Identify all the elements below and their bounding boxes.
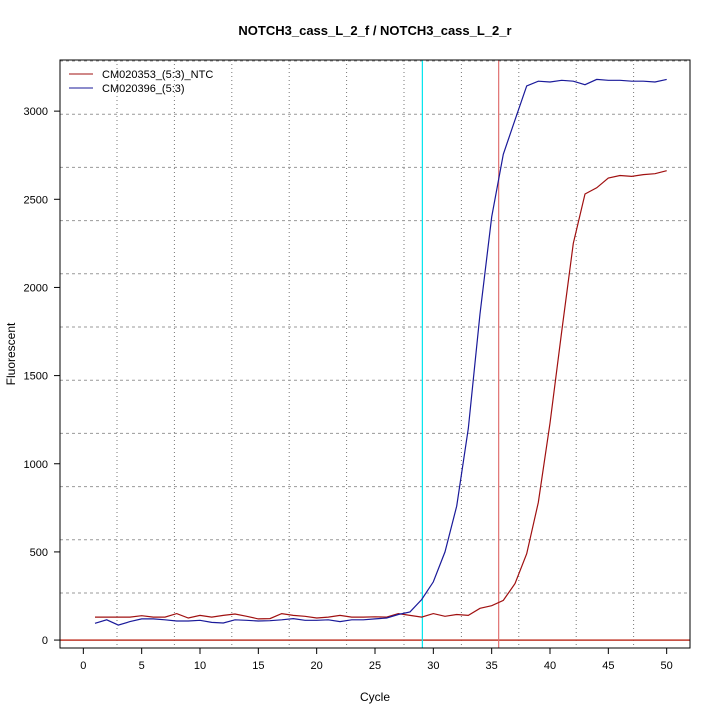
plot-frame	[59, 59, 691, 649]
legend: CM020353_(5:3)_NTC CM020396_(5:3)	[69, 69, 213, 95]
x-tick-label: 20	[311, 660, 323, 672]
y-tick-label: 3000	[24, 106, 48, 118]
series-line-0	[95, 170, 667, 620]
x-tick-label: 50	[661, 660, 673, 672]
y-tick-label: 2000	[24, 282, 48, 294]
x-tick-label: 45	[602, 660, 614, 672]
x-tick-label: 5	[139, 660, 145, 672]
chart-title: NOTCH3_cass_L_2_f / NOTCH3_cass_L_2_r	[238, 23, 511, 38]
x-tick-label: 30	[427, 660, 439, 672]
y-tick-label: 500	[30, 547, 48, 559]
series-line-1	[94, 78, 667, 626]
y-tick-label: 1000	[24, 459, 48, 471]
x-axis-label: Cycle	[360, 690, 390, 704]
y-tick-label: 2500	[24, 194, 48, 206]
x-tick-label: 25	[369, 660, 381, 672]
x-tick-label: 35	[486, 660, 498, 672]
y-tick-label: 0	[42, 635, 48, 647]
x-tick-label: 15	[252, 660, 264, 672]
y-axis-label: Fluorescent	[4, 322, 18, 385]
x-tick-label: 40	[544, 660, 556, 672]
legend-label: CM020353_(5:3)_NTC	[102, 69, 213, 81]
legend-label: CM020396_(5:3)	[102, 83, 185, 95]
x-tick-label: 10	[194, 660, 206, 672]
y-tick-label: 1500	[24, 371, 48, 383]
x-tick-label: 0	[80, 660, 86, 672]
